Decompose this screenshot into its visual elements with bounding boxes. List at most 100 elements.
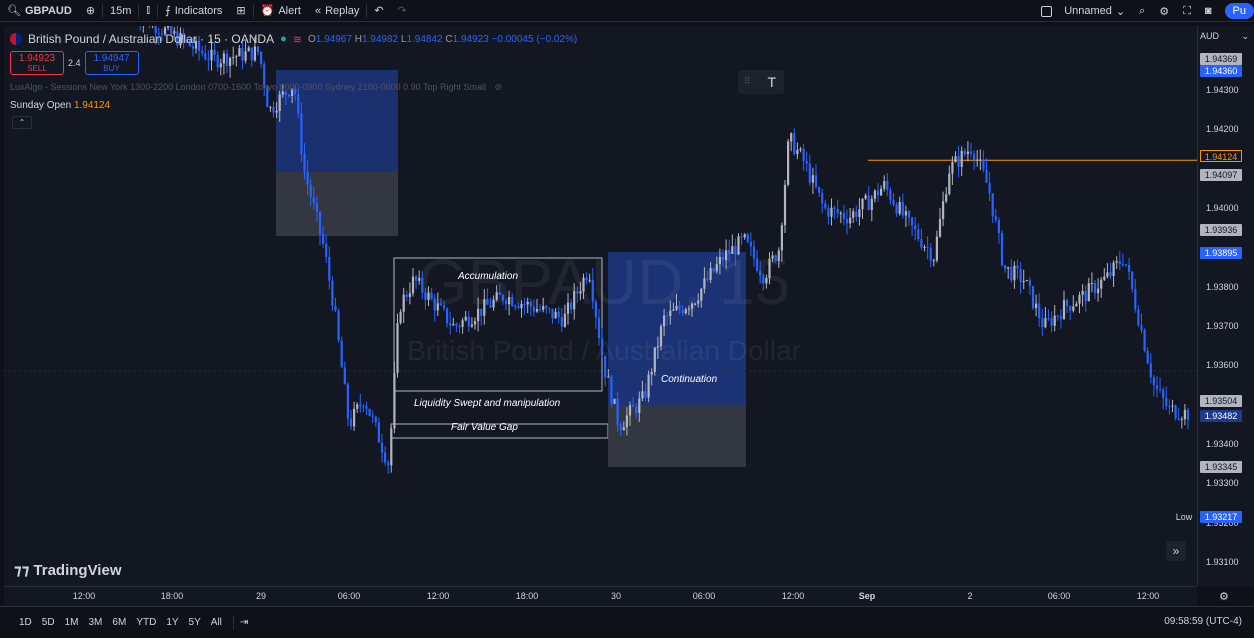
candle-body xyxy=(297,94,300,114)
range-button-1y[interactable]: 1Y xyxy=(166,617,179,628)
templates-button[interactable]: ⊞ xyxy=(229,0,252,22)
candle xyxy=(737,233,740,256)
range-button-6m[interactable]: 6M xyxy=(112,617,127,628)
candles xyxy=(139,26,1190,474)
candle-body xyxy=(938,219,942,237)
candle xyxy=(253,36,256,63)
alert-label: Alert xyxy=(278,4,301,17)
indicator-legend[interactable]: LuxAlgo - Sessions New York 1300-2200 Lo… xyxy=(10,82,502,93)
candle-body xyxy=(1146,351,1149,364)
redo-button[interactable]: ↷ xyxy=(391,0,414,22)
fullscreen-button[interactable]: ⛶ xyxy=(1176,0,1198,22)
sell-button[interactable]: 1.94923 SELL xyxy=(10,51,64,75)
price-axis[interactable]: AUD ⌄ 1.94300 1.94200 1.94000 1.93800 1.9370… xyxy=(1173,26,1254,586)
time-tick: 30 xyxy=(610,591,622,601)
replay-button[interactable]: « Replay xyxy=(308,0,366,22)
price-tag: 1.94369 xyxy=(1200,52,1242,65)
alert-button[interactable]: ⏰ Alert xyxy=(254,0,308,22)
range-button-5y[interactable]: 5Y xyxy=(188,617,201,628)
candle-body xyxy=(613,398,616,404)
continuation-zone-blue xyxy=(608,252,746,405)
liquidity-label[interactable]: Liquidity Swept and manipulation xyxy=(414,398,561,409)
legend-title[interactable]: British Pound / Australian Dollar · 15 ·… xyxy=(28,32,275,46)
candle-body xyxy=(1035,303,1038,309)
candle xyxy=(1109,262,1112,280)
tradingview-logo[interactable]: ⁊⁊ TradingView xyxy=(14,561,122,580)
candle-body xyxy=(1100,279,1103,289)
compare-button[interactable]: ⊕ xyxy=(79,0,102,22)
range-button-all[interactable]: All xyxy=(210,617,222,628)
layout-menu[interactable]: Unnamed ⌄ xyxy=(1034,0,1132,22)
continuation-label[interactable]: Continuation xyxy=(661,374,718,385)
time-tick: 2 xyxy=(967,591,973,601)
clock[interactable]: 09:58:59 (UTC-4) xyxy=(1164,616,1242,627)
indicator-text: LuxAlgo - Sessions New York 1300-2200 Lo… xyxy=(10,82,487,92)
interval-button[interactable]: 15m xyxy=(103,0,138,22)
candle xyxy=(362,404,365,412)
candle xyxy=(867,186,870,211)
range-buttons: 1D 5D 1M 3M 6M YTD 1Y 5Y All xyxy=(14,617,227,628)
candle-body xyxy=(356,404,359,409)
candle xyxy=(250,47,253,67)
axis-settings-button[interactable]: ⚙ xyxy=(1219,590,1229,603)
snapshot-button[interactable]: ◙ xyxy=(1198,0,1219,22)
chart-type-button[interactable]: ⫾ xyxy=(139,0,157,22)
candle-body xyxy=(269,106,272,108)
collapse-legend-button[interactable]: ⌃ xyxy=(12,116,32,129)
candle-body xyxy=(1103,276,1106,280)
candle xyxy=(1000,230,1004,267)
candle xyxy=(551,308,554,324)
candle xyxy=(291,88,294,104)
candle xyxy=(1072,295,1075,313)
currency-selector[interactable]: AUD ⌄ xyxy=(1200,31,1249,42)
fvg-label[interactable]: Fair Value Gap xyxy=(451,422,518,433)
candle xyxy=(749,232,752,257)
candle-body xyxy=(427,292,430,300)
candle-body xyxy=(830,207,833,217)
goto-date-button[interactable]: ⇥ xyxy=(240,617,248,628)
candle xyxy=(309,178,312,206)
candle xyxy=(433,294,436,322)
range-button-ytd[interactable]: YTD xyxy=(136,617,157,628)
candle xyxy=(570,299,573,314)
candle xyxy=(861,198,864,220)
candle xyxy=(563,304,566,328)
accumulation-label[interactable]: Accumulation xyxy=(458,271,519,282)
chart-pane[interactable]: GBPAUD, 15 British Pound / Australian Dol… xyxy=(4,26,1197,586)
candle xyxy=(988,171,991,201)
range-button-1d[interactable]: 1D xyxy=(19,617,32,628)
text-tool-widget[interactable]: ⠿ T xyxy=(738,70,784,94)
candle xyxy=(1100,276,1103,298)
gear-icon: ⚙ xyxy=(1219,591,1229,603)
drag-handle-icon[interactable]: ⠿ xyxy=(744,76,751,86)
candle-body xyxy=(322,233,325,244)
publish-button[interactable]: Pu xyxy=(1224,3,1254,19)
candle-body xyxy=(802,148,805,161)
quick-search-button[interactable]: ⌕ xyxy=(1132,0,1152,22)
eye-hidden-icon[interactable]: ⊘ xyxy=(494,82,503,92)
candle-body xyxy=(619,424,622,431)
grid-icon: ⊞ xyxy=(236,5,246,17)
candle-body xyxy=(793,133,796,155)
settings-button[interactable]: ⚙ xyxy=(1152,0,1176,22)
candle xyxy=(526,297,529,314)
sunday-open-legend[interactable]: Sunday Open 1.94124 xyxy=(10,100,110,111)
time-axis[interactable]: 12:00 18:00 29 06:00 12:00 18:00 30 06:00 12:00 S… xyxy=(4,586,1197,606)
candle-body xyxy=(266,87,269,108)
candle xyxy=(808,154,811,186)
candle-body xyxy=(1124,264,1128,266)
candle-body xyxy=(588,279,591,281)
range-button-5d[interactable]: 5D xyxy=(41,617,55,628)
scroll-to-realtime-button[interactable]: » xyxy=(1166,541,1186,561)
undo-button[interactable]: ↶ xyxy=(367,0,390,22)
candle xyxy=(139,26,141,31)
range-button-1m[interactable]: 1M xyxy=(64,617,79,628)
indicators-button[interactable]: ⨍ Indicators xyxy=(158,0,229,22)
candle xyxy=(901,193,904,219)
candle-body xyxy=(988,182,991,194)
layout-name: Unnamed xyxy=(1064,5,1112,17)
buy-button[interactable]: 1.94947 BUY xyxy=(84,51,139,75)
candle xyxy=(628,401,632,426)
range-button-3m[interactable]: 3M xyxy=(88,617,103,628)
symbol-search[interactable]: 🔍︎ GBPAUD xyxy=(0,0,79,22)
